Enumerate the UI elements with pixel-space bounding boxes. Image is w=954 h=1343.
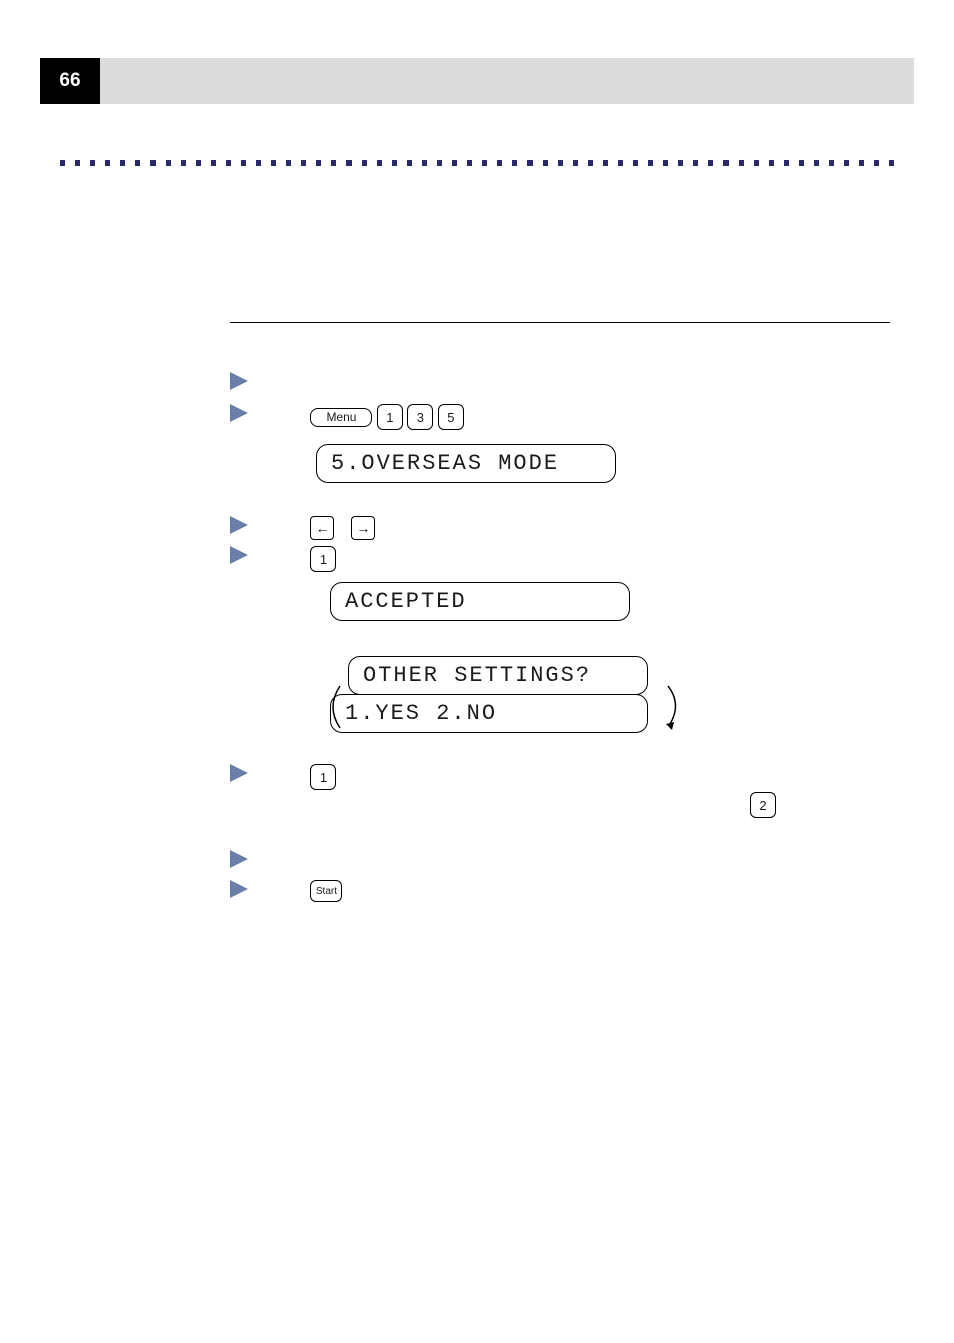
page: 66 Menu 1 3 5 5.OVERSEAS MODE	[0, 0, 954, 1343]
alternating-arc-left-icon	[324, 684, 344, 735]
step-4-row: 1	[230, 764, 910, 790]
step-1-row-b: Menu 1 3 5	[230, 404, 910, 430]
lcd-overseas-row: 5.OVERSEAS MODE	[230, 444, 910, 483]
step-5-row	[230, 850, 910, 868]
lcd-accepted-row: ACCEPTED	[230, 582, 910, 621]
step-2-row: ← →	[230, 516, 910, 540]
step-arrow-icon	[230, 546, 248, 564]
dotted-divider	[60, 160, 894, 170]
step-4-row-b: 2	[230, 792, 910, 818]
keys-row: Menu 1 3 5	[310, 408, 463, 425]
left-arrow-key[interactable]: ←	[310, 516, 334, 540]
key-1[interactable]: 1	[310, 764, 336, 790]
alternating-arc-right-icon	[664, 684, 688, 735]
key-2[interactable]: 2	[750, 792, 776, 818]
step-arrow-icon	[230, 764, 248, 782]
step-6-row: Start	[230, 880, 910, 902]
key-3[interactable]: 3	[407, 404, 433, 430]
lcd-display: 1.YES 2.NO	[330, 694, 648, 733]
lcd-display: 5.OVERSEAS MODE	[316, 444, 616, 483]
right-arrow-key[interactable]: →	[351, 516, 375, 540]
lcd-display: OTHER SETTINGS?	[348, 656, 648, 695]
step-arrow-icon	[230, 404, 248, 422]
menu-key[interactable]: Menu	[310, 408, 372, 427]
step-1-row-a	[230, 372, 910, 390]
start-key[interactable]: Start	[310, 880, 342, 902]
lcd-display: ACCEPTED	[330, 582, 630, 621]
step-arrow-icon	[230, 372, 248, 390]
key-1[interactable]: 1	[377, 404, 403, 430]
step-3-row: 1	[230, 546, 910, 572]
horizontal-rule	[230, 322, 890, 323]
step-arrow-icon	[230, 880, 248, 898]
lcd-alt-pair: OTHER SETTINGS? 1.YES 2.NO	[230, 656, 910, 733]
step-arrow-icon	[230, 850, 248, 868]
header-bar	[40, 58, 914, 104]
step-arrow-icon	[230, 516, 248, 534]
page-number: 66	[40, 58, 100, 104]
key-5[interactable]: 5	[438, 404, 464, 430]
key-1[interactable]: 1	[310, 546, 336, 572]
